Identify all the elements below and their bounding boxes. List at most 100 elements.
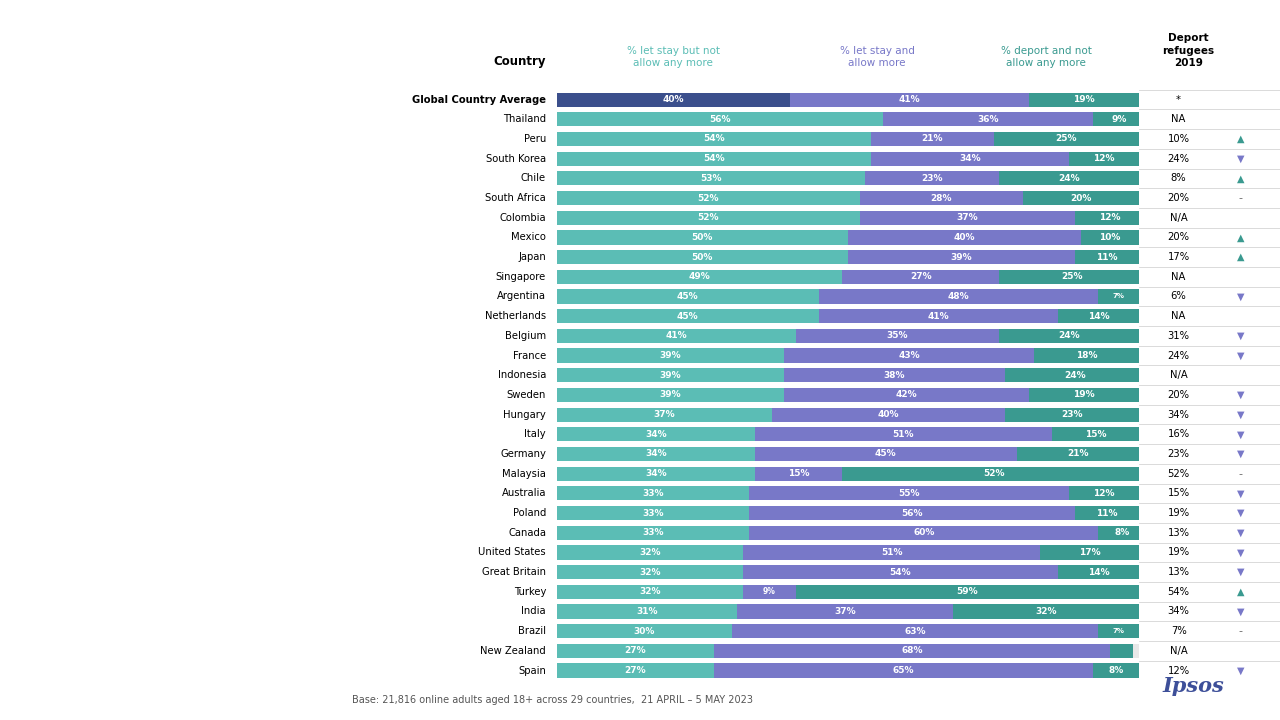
Text: Poland: Poland (513, 508, 547, 518)
Text: 68%: 68% (901, 647, 923, 655)
Bar (1080, 230, 1139, 245)
Bar (783, 348, 1034, 363)
Text: 15%: 15% (1084, 430, 1106, 438)
Text: ▲: ▲ (1236, 233, 1244, 243)
Bar (557, 368, 783, 382)
Text: 24%: 24% (1059, 174, 1080, 183)
Text: 37%: 37% (654, 410, 676, 419)
Text: 14: 14 (31, 665, 50, 678)
Text: 27%: 27% (910, 272, 932, 282)
Text: ▼: ▼ (1236, 449, 1244, 459)
Bar (557, 230, 849, 245)
Bar (1005, 408, 1139, 422)
Bar (1098, 624, 1139, 638)
Text: 45%: 45% (677, 292, 699, 301)
Bar (557, 171, 865, 186)
Bar (860, 211, 1075, 225)
Text: Germany: Germany (500, 449, 547, 459)
Bar (1075, 211, 1146, 225)
Text: 34%: 34% (645, 449, 667, 459)
Text: 56%: 56% (709, 114, 731, 124)
Text: 23%: 23% (1167, 449, 1189, 459)
Text: 65%: 65% (892, 666, 914, 675)
Text: 49%: 49% (689, 272, 710, 282)
Text: 45%: 45% (677, 312, 699, 320)
Text: ▼: ▼ (1236, 606, 1244, 616)
Text: 41%: 41% (899, 95, 920, 104)
Bar (557, 486, 1139, 500)
Bar (557, 191, 860, 205)
Bar (557, 585, 744, 599)
Text: 33%: 33% (643, 489, 663, 498)
Text: Colombia: Colombia (499, 212, 547, 222)
Text: 35%: 35% (887, 331, 909, 341)
Bar (790, 93, 1029, 107)
Bar (557, 152, 1139, 166)
Text: 12%: 12% (1093, 154, 1115, 163)
Bar (557, 506, 1139, 520)
Text: -: - (1239, 193, 1243, 203)
Bar (1075, 506, 1139, 520)
Text: Hungary: Hungary (503, 410, 547, 420)
Text: 31%: 31% (636, 607, 658, 616)
Text: Peru: Peru (524, 134, 547, 144)
Bar (557, 348, 783, 363)
Text: 40%: 40% (954, 233, 975, 242)
Text: 40%: 40% (663, 95, 684, 104)
Bar (883, 112, 1093, 127)
Bar (1023, 191, 1139, 205)
Text: 48%: 48% (948, 292, 969, 301)
Text: 54%: 54% (890, 567, 911, 577)
Text: 52%: 52% (698, 194, 719, 202)
Text: 13%: 13% (1167, 528, 1189, 538)
Bar (557, 526, 1139, 540)
Text: ▼: ▼ (1236, 153, 1244, 163)
Bar (557, 624, 732, 638)
Text: 52%: 52% (698, 213, 719, 222)
Bar (849, 250, 1075, 264)
Bar (860, 191, 1023, 205)
Text: 10%: 10% (1100, 233, 1121, 242)
Text: ▼: ▼ (1236, 567, 1244, 577)
Text: Japan: Japan (518, 252, 547, 262)
Text: New Zealand: New Zealand (480, 646, 547, 656)
Text: 39%: 39% (951, 253, 973, 261)
Text: 53%: 53% (700, 174, 722, 183)
Bar (1093, 663, 1139, 678)
Bar (755, 427, 1052, 441)
Text: 32%: 32% (639, 548, 660, 557)
Bar (732, 624, 1098, 638)
Text: 60%: 60% (913, 528, 934, 537)
Text: 20%: 20% (1167, 390, 1189, 400)
Text: 14%: 14% (1088, 312, 1110, 320)
Text: % deport and not
allow any more: % deport and not allow any more (1001, 45, 1092, 68)
Bar (1052, 427, 1139, 441)
Text: 17%: 17% (1079, 548, 1101, 557)
Text: 34%: 34% (645, 430, 667, 438)
Text: Great Britain: Great Britain (483, 567, 547, 577)
Text: 34%: 34% (1167, 410, 1189, 420)
Text: % let stay but not
allow any more: % let stay but not allow any more (627, 45, 719, 68)
Text: 19%: 19% (1073, 95, 1094, 104)
Bar (557, 408, 772, 422)
Bar (557, 663, 1139, 678)
Text: 32%: 32% (639, 567, 660, 577)
Text: NA: NA (1171, 311, 1185, 321)
Bar (872, 152, 1069, 166)
Text: 33%: 33% (643, 508, 663, 518)
Bar (557, 644, 714, 658)
Text: ▼: ▼ (1236, 292, 1244, 302)
Text: Chile: Chile (521, 174, 547, 184)
Text: 15%: 15% (787, 469, 809, 478)
Bar (557, 211, 1139, 225)
Bar (772, 408, 1005, 422)
Text: 12%: 12% (1100, 213, 1121, 222)
Text: 51%: 51% (892, 430, 914, 438)
Bar (819, 289, 1098, 304)
Text: -: - (1239, 469, 1243, 479)
Bar (737, 604, 952, 618)
Bar (557, 250, 1139, 264)
Text: ▼: ▼ (1236, 410, 1244, 420)
Text: United States: United States (479, 547, 547, 557)
Text: 45%: 45% (876, 449, 897, 459)
